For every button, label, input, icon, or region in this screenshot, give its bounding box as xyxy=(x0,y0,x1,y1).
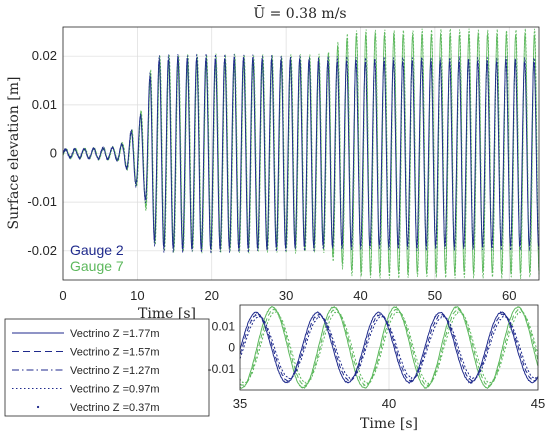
inset-x-tick-label: 45 xyxy=(531,396,545,411)
inset-x-axis-label: Time [s] xyxy=(360,416,418,432)
main-x-tick-label: 40 xyxy=(353,288,367,303)
legend-gauge-7: Gauge 7 xyxy=(70,258,124,274)
inset-series-line-gauge-2 xyxy=(239,315,539,380)
line-style-legend: Vectrino Z =1.77m Vectrino Z =1.57m Vectri… xyxy=(4,318,210,417)
inset-x-tick-label: 40 xyxy=(382,396,396,411)
main-y-tick-label: -0.02 xyxy=(27,243,57,258)
main-x-tick-labels: 0 10 20 30 40 50 60 xyxy=(59,288,516,303)
main-x-tick-label: 20 xyxy=(205,288,219,303)
main-x-tick-label: 10 xyxy=(130,288,144,303)
main-chart-title: Ū = 0.38 m/s xyxy=(253,4,346,22)
main-x-axis-label: Time [s] xyxy=(138,306,196,322)
main-y-tick-label: 0.02 xyxy=(32,48,57,63)
main-series-line-gauge-7 xyxy=(62,28,540,279)
inset-x-tick-labels: 35 40 45 xyxy=(233,396,545,411)
main-x-tick-label: 30 xyxy=(279,288,293,303)
main-chart: Ū = 0.38 m/s 0.02 0.01 0 -0.01 -0.02 0 10 20 30… xyxy=(6,4,540,322)
main-y-tick-label: 0 xyxy=(50,146,57,161)
main-y-tick-labels: 0.02 0.01 0 -0.01 -0.02 xyxy=(27,48,57,258)
inset-series xyxy=(239,305,539,390)
line-style-legend-box xyxy=(4,318,210,417)
main-y-axis-label: Surface elevation [m] xyxy=(6,77,22,230)
inset-y-tick-label: 0 xyxy=(228,341,235,355)
inset-x-tick-label: 35 xyxy=(233,396,247,411)
inset-y-tick-label: 0.01 xyxy=(212,319,236,333)
inset-y-tick-label: -0.01 xyxy=(208,362,236,376)
main-axes-box xyxy=(62,26,540,281)
inset-axes-box xyxy=(239,304,539,391)
main-y-tick-label: -0.01 xyxy=(27,194,57,209)
inset-series-line-gauge-7 xyxy=(239,305,539,390)
legend-gauge-2: Gauge 2 xyxy=(70,242,124,258)
main-series-line-gauge-2 xyxy=(62,53,540,254)
inset-series-line-gauge-7 xyxy=(239,308,539,388)
main-series-line-gauge-7 xyxy=(62,32,540,275)
inset-y-tick-labels: 0.01 0 -0.01 xyxy=(208,319,236,376)
legend-line-label: Vectrino Z =0.37m xyxy=(70,402,160,414)
main-x-tick-label: 50 xyxy=(428,288,442,303)
main-legend: Gauge 2 Gauge 7 xyxy=(70,242,124,274)
main-x-tick-label: 0 xyxy=(59,288,66,303)
inset-chart: 0.01 0 -0.01 35 40 45 Time [s] xyxy=(208,304,545,432)
legend-line-label: Vectrino Z =1.77m xyxy=(70,328,160,340)
main-y-tick-label: 0.01 xyxy=(32,97,57,112)
legend-line-label: Vectrino Z =0.97m xyxy=(70,384,160,396)
legend-line-label: Vectrino Z =1.27m xyxy=(70,365,160,377)
legend-line-label: Vectrino Z =1.57m xyxy=(70,347,160,359)
main-x-tick-label: 60 xyxy=(502,288,516,303)
main-series xyxy=(62,28,540,279)
inset-series-line-gauge-2 xyxy=(239,310,539,385)
